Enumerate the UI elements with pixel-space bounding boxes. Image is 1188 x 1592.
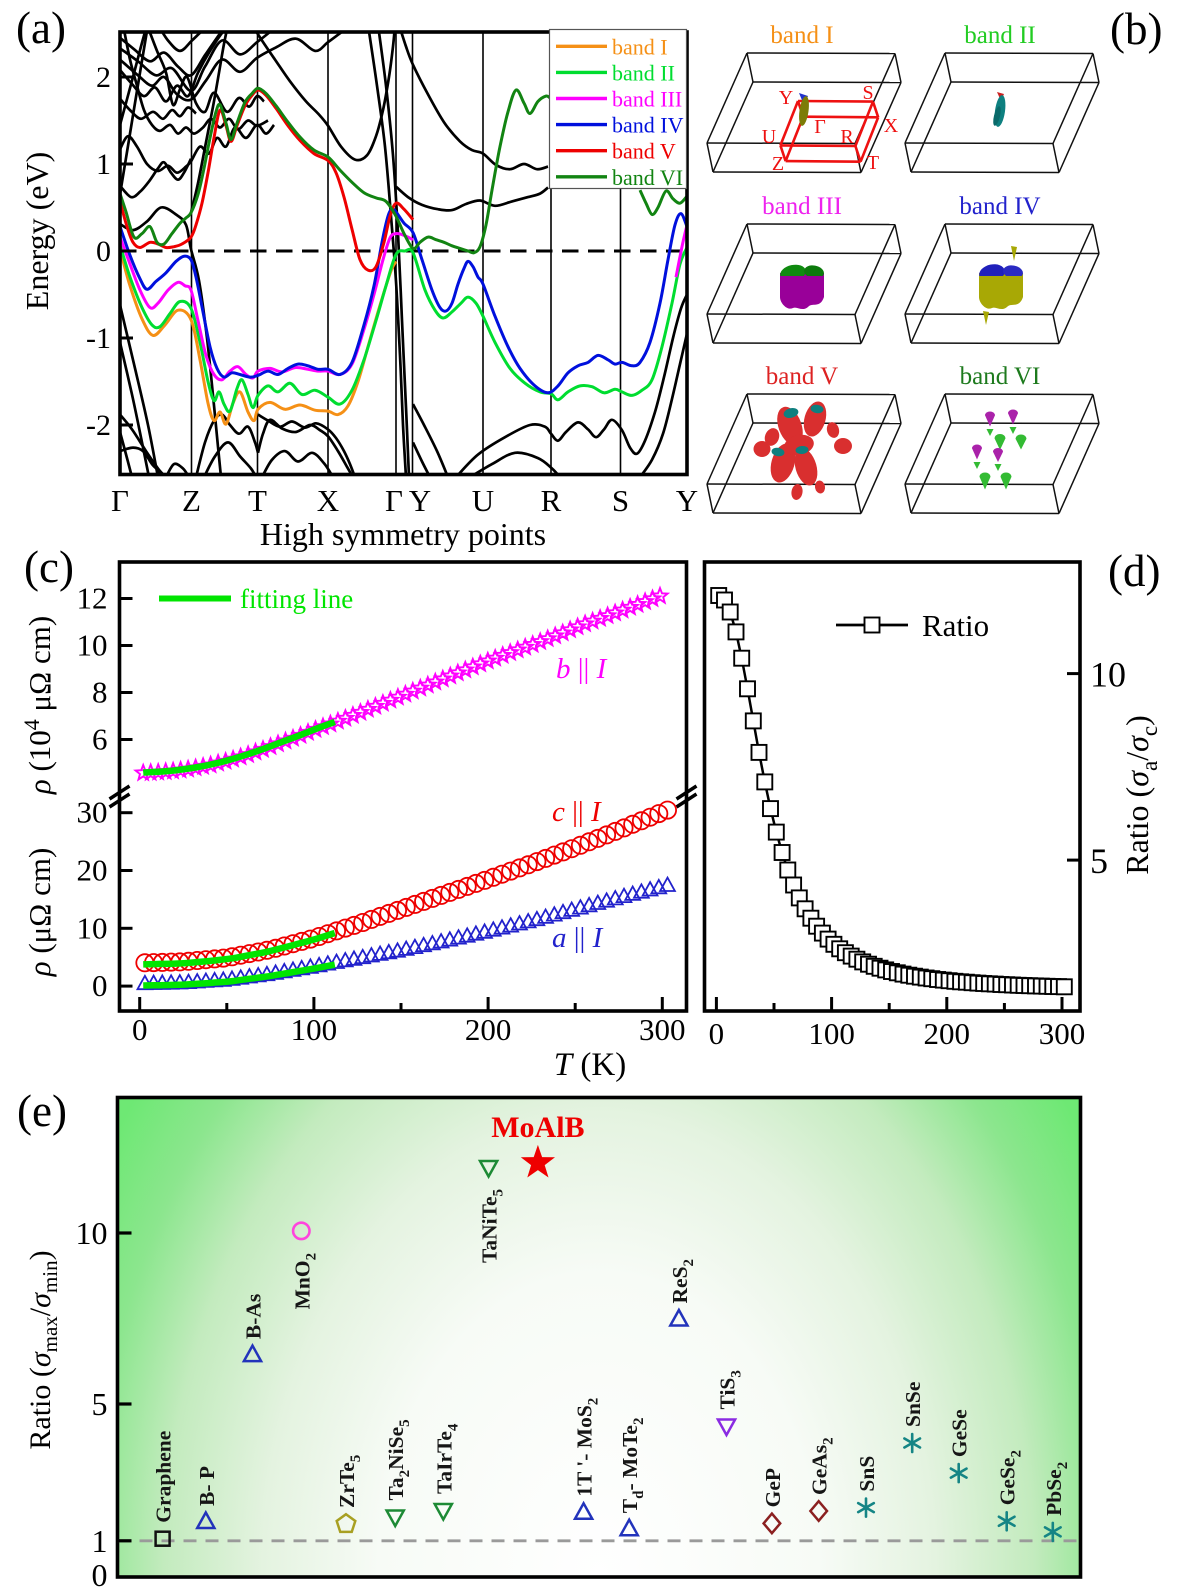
svg-text:R: R	[840, 126, 854, 148]
svg-text:20: 20	[77, 853, 108, 888]
svg-text:(e): (e)	[17, 1086, 67, 1136]
svg-text:1: 1	[96, 148, 111, 181]
svg-text:TaIrTe4: TaIrTe4	[432, 1423, 461, 1494]
svg-text:GeSe: GeSe	[948, 1409, 972, 1457]
svg-text:TaNiTe5: TaNiTe5	[478, 1189, 507, 1263]
svg-text:(b): (b)	[1110, 4, 1162, 54]
svg-text:c || I: c || I	[552, 796, 602, 828]
svg-text:Ratio (σa/σc): Ratio (σa/σc)	[1119, 715, 1162, 875]
svg-text:band II: band II	[964, 22, 1036, 49]
svg-text:8: 8	[92, 675, 108, 710]
svg-text:band I: band I	[612, 34, 668, 59]
svg-text:band III: band III	[762, 193, 842, 220]
svg-text:B-As: B-As	[242, 1294, 266, 1339]
svg-text:High symmetry points: High symmetry points	[260, 516, 546, 552]
svg-text:R: R	[541, 483, 562, 518]
svg-text:200: 200	[465, 1012, 512, 1047]
svg-text:ρ (μΩ cm): ρ (μΩ cm)	[22, 848, 57, 978]
svg-text:6: 6	[92, 722, 108, 757]
svg-text:12: 12	[77, 581, 108, 616]
svg-text:B- P: B- P	[195, 1466, 219, 1506]
svg-text:band I: band I	[770, 22, 833, 49]
svg-text:(d): (d)	[1108, 546, 1160, 596]
svg-text:Γ: Γ	[385, 483, 403, 518]
svg-text:100: 100	[808, 1016, 855, 1051]
svg-text:0: 0	[709, 1016, 725, 1051]
svg-text:S: S	[612, 483, 629, 518]
svg-text:(c): (c)	[24, 542, 74, 592]
svg-text:Z: Z	[182, 483, 201, 518]
svg-text:T (K): T (K)	[554, 1047, 626, 1083]
svg-text:S: S	[862, 82, 873, 104]
svg-text:10: 10	[76, 1215, 108, 1251]
svg-text:fitting line: fitting line	[240, 584, 353, 614]
svg-text:Energy (eV): Energy (eV)	[19, 152, 55, 310]
svg-text:SnSe: SnSe	[901, 1382, 925, 1427]
svg-text:Γ: Γ	[814, 116, 826, 138]
svg-text:SnS: SnS	[855, 1456, 879, 1492]
svg-text:Y: Y	[409, 483, 431, 518]
svg-text:U: U	[472, 483, 494, 518]
svg-text:TiS3: TiS3	[716, 1370, 745, 1409]
svg-text:band IV: band IV	[612, 113, 684, 138]
svg-text:10: 10	[1090, 655, 1126, 695]
svg-text:300: 300	[639, 1012, 686, 1047]
svg-text:100: 100	[291, 1012, 338, 1047]
svg-text:300: 300	[1039, 1016, 1086, 1051]
svg-text:ρ (104 μΩ cm): ρ (104 μΩ cm)	[19, 616, 57, 795]
svg-text:GeAs2: GeAs2	[808, 1437, 837, 1495]
svg-text:Z: Z	[772, 153, 784, 175]
svg-text:X: X	[884, 115, 899, 137]
svg-text:1T '- MoS2: 1T '- MoS2	[573, 1398, 602, 1497]
svg-text:Td- MoTe2: Td- MoTe2	[618, 1418, 647, 1514]
svg-text:PbSe2: PbSe2	[1042, 1462, 1071, 1516]
svg-text:MoAlB: MoAlB	[491, 1111, 584, 1144]
svg-text:GeP: GeP	[761, 1468, 785, 1507]
svg-text:5: 5	[92, 1386, 108, 1422]
svg-text:a || I: a || I	[552, 922, 604, 954]
svg-text:U: U	[762, 126, 777, 148]
svg-text:Y: Y	[779, 87, 793, 109]
svg-text:T: T	[248, 483, 267, 518]
svg-text:2: 2	[96, 61, 111, 94]
svg-text:Γ: Γ	[111, 483, 129, 518]
svg-text:10: 10	[77, 628, 108, 663]
svg-text:Ratio: Ratio	[922, 608, 989, 643]
svg-text:-2: -2	[86, 409, 111, 442]
svg-text:band VI: band VI	[960, 363, 1041, 390]
svg-text:band IV: band IV	[959, 193, 1040, 220]
svg-text:30: 30	[77, 795, 108, 830]
svg-text:Y: Y	[676, 483, 698, 518]
svg-text:MnO2: MnO2	[290, 1253, 319, 1309]
svg-text:GeSe2: GeSe2	[996, 1450, 1025, 1505]
svg-text:(a): (a)	[16, 3, 66, 53]
svg-text:band II: band II	[612, 60, 675, 85]
svg-text:0: 0	[96, 235, 111, 268]
svg-text:Ta2NiSe5: Ta2NiSe5	[384, 1419, 413, 1500]
svg-text:band V: band V	[766, 363, 838, 390]
svg-text:band VI: band VI	[612, 165, 683, 190]
svg-text:0: 0	[92, 968, 108, 1003]
svg-text:0: 0	[132, 1012, 148, 1047]
svg-text:X: X	[317, 483, 339, 518]
svg-text:T: T	[867, 152, 879, 174]
svg-text:Ratio (σmax/σmin): Ratio (σmax/σmin)	[24, 1250, 62, 1449]
svg-text:10: 10	[77, 910, 108, 945]
svg-text:ReS2: ReS2	[668, 1259, 697, 1304]
svg-text:band V: band V	[612, 139, 676, 164]
svg-text:1: 1	[92, 1523, 108, 1559]
svg-text:band III: band III	[612, 87, 682, 112]
svg-text:0: 0	[92, 1557, 108, 1592]
svg-text:ZrTe5: ZrTe5	[335, 1455, 364, 1508]
svg-text:200: 200	[924, 1016, 971, 1051]
svg-text:5: 5	[1090, 841, 1108, 881]
svg-text:b || I: b || I	[556, 653, 608, 685]
svg-text:-1: -1	[86, 322, 111, 355]
svg-text:Graphene: Graphene	[152, 1431, 176, 1523]
